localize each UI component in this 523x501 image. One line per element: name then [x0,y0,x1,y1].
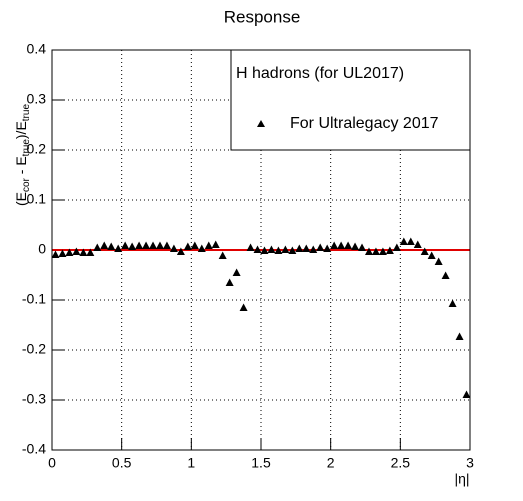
data-point [128,242,137,250]
data-point [385,246,394,254]
y-tick-label: -0.1 [22,291,46,307]
data-point [232,268,241,276]
data-point [281,245,290,253]
data-point [79,248,88,256]
x-tick-label: 2.5 [391,455,411,471]
data-point [434,257,443,265]
data-point [358,243,367,251]
data-point [58,249,67,257]
data-point [302,244,311,252]
y-tick-label: -0.4 [22,441,46,457]
data-point [121,241,130,249]
data-point [190,241,199,249]
data-point [344,241,353,249]
x-tick-label: 0 [48,455,56,471]
chart-title: Response [224,7,301,26]
data-point [351,242,360,250]
data-point [371,247,380,255]
y-tick-label: -0.3 [22,391,46,407]
y-tick-label: 0.1 [27,191,47,207]
x-tick-label: 1 [187,455,195,471]
data-point [462,390,471,398]
legend-title: H hadrons (for UL2017) [236,65,404,82]
data-point [197,244,206,252]
data-point [337,241,346,249]
data-point [162,241,171,249]
legend-box [230,49,471,151]
data-point [406,237,415,245]
data-point [100,241,109,249]
data-point [427,251,436,259]
y-tick-label: -0.2 [22,341,46,357]
data-point [149,241,158,249]
y-tick-label: 0.4 [27,41,47,57]
data-point [239,303,248,311]
data-point [295,244,304,252]
x-tick-label: 0.5 [112,455,132,471]
x-tick-label: 1.5 [251,455,271,471]
x-tick-label: 2 [327,455,335,471]
data-point [392,243,401,251]
data-point [135,241,144,249]
data-point [114,244,123,252]
data-point [142,241,151,249]
data-point [253,245,262,253]
y-tick-label: 0 [38,241,46,257]
data-point [107,242,116,250]
x-axis-label: |η| [454,471,469,487]
y-tick-label: 0.3 [27,91,47,107]
data-point [218,251,227,259]
data-point [246,243,255,251]
data-point [267,245,276,253]
data-point [309,245,318,253]
data-point [378,247,387,255]
data-point [51,250,60,258]
data-point [155,241,164,249]
data-point [316,243,325,251]
y-tick-label: 0.2 [27,141,47,157]
data-point [323,244,332,252]
data-point [86,248,95,256]
data-point [441,271,450,279]
data-point [211,240,220,248]
y-axis-label: (Ecor - Etrue)/Etrue [13,104,32,206]
data-point [225,278,234,286]
x-tick-label: 3 [466,455,474,471]
data-point [274,246,283,254]
data-point [413,240,422,248]
data-point [364,247,373,255]
data-point [65,248,74,256]
legend-entry: For Ultralegacy 2017 [290,115,439,132]
data-point [72,247,81,255]
data-point [399,237,408,245]
data-point [420,247,429,255]
data-point [183,242,192,250]
data-point [93,243,102,251]
legend-marker [257,120,265,127]
data-point [176,247,185,255]
data-point [455,332,464,340]
data-point [288,246,297,254]
data-point [330,241,339,249]
data-point [204,241,213,249]
data-point [169,244,178,252]
data-point [448,299,457,307]
data-point [260,246,269,254]
